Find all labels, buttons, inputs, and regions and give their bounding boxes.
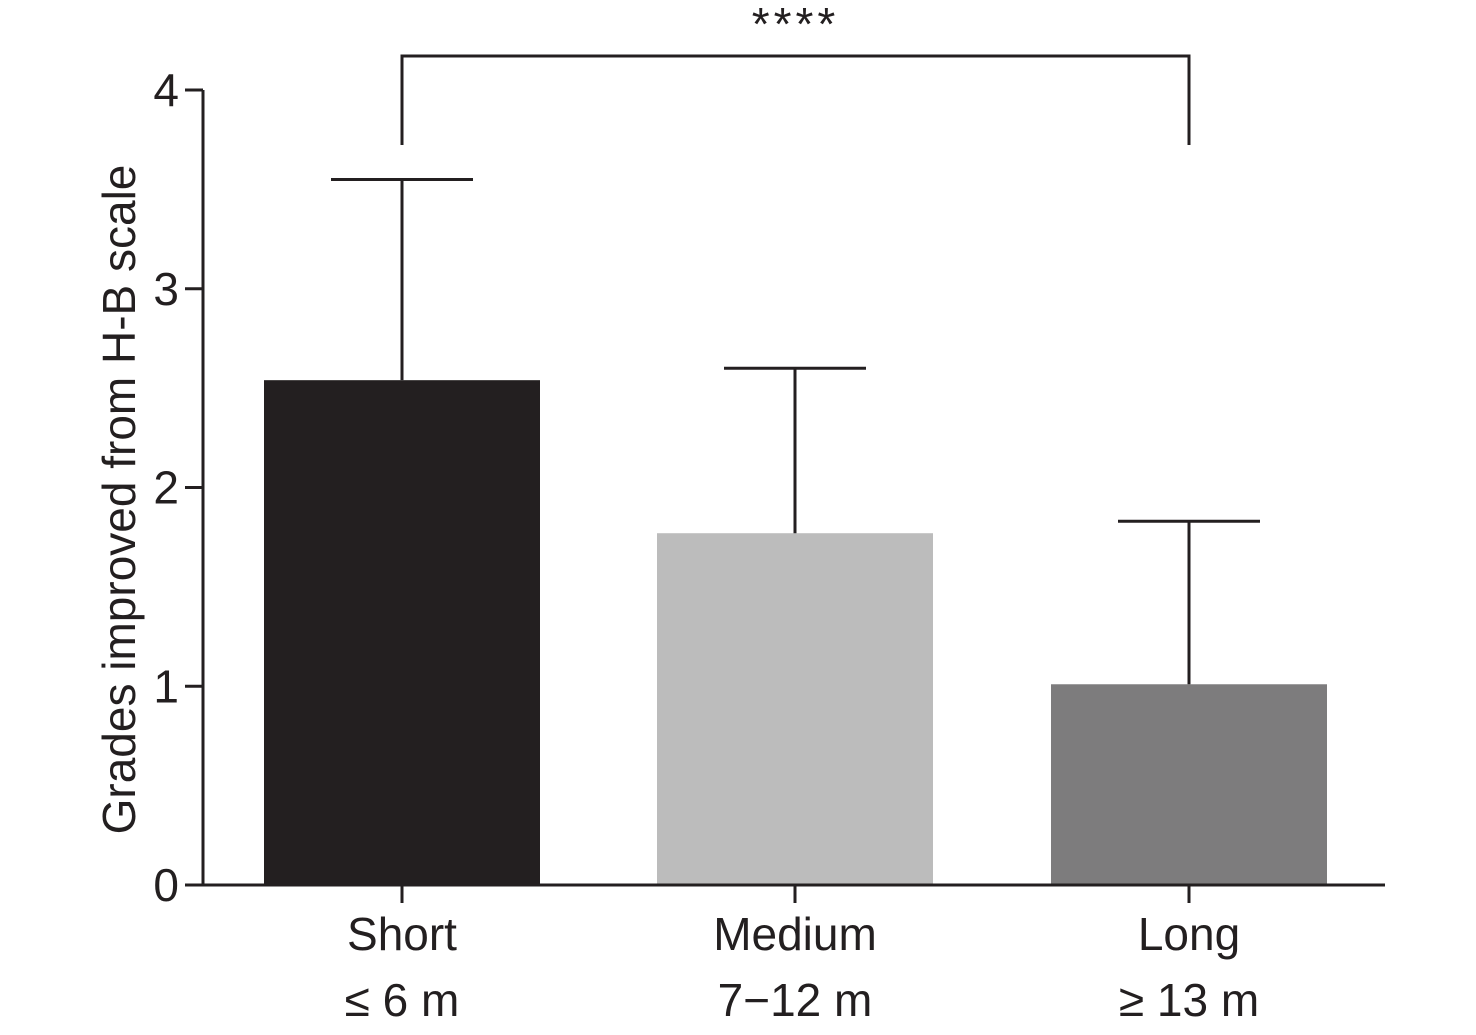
bar-medium — [657, 533, 933, 885]
significance-label: **** — [752, 0, 840, 50]
x-labels-layer: Short ≤ 6 m Medium 7−12 m Long ≥ 13 m — [345, 885, 1259, 1026]
error-bars-layer — [331, 177, 1260, 685]
y-axis-title: Grades improved from H-B scale — [93, 165, 145, 835]
x-category-sublabel: ≥ 13 m — [1119, 974, 1259, 1026]
x-category-label: Long — [1138, 908, 1240, 960]
error-bar-short — [331, 177, 473, 381]
y-tick-label: 0 — [153, 859, 179, 911]
significance-bracket: **** — [400, 0, 1191, 145]
x-category-label: Short — [347, 908, 457, 960]
x-category-sublabel: 7−12 m — [718, 974, 873, 1026]
bar-long — [1051, 684, 1327, 885]
x-category-label: Medium — [713, 908, 877, 960]
y-tick-label: 1 — [153, 660, 179, 712]
error-bar-medium — [724, 366, 866, 534]
y-tick-label: 3 — [153, 263, 179, 315]
y-tick-label: 2 — [153, 462, 179, 514]
bars-layer — [264, 380, 1327, 885]
bar-short — [264, 380, 540, 885]
error-bar-long — [1118, 519, 1260, 685]
x-category-sublabel: ≤ 6 m — [345, 974, 460, 1026]
y-tick-label: 4 — [153, 64, 179, 116]
significance-bracket-line — [400, 54, 1191, 145]
y-ticks-layer: 0 1 2 3 4 — [153, 64, 203, 911]
